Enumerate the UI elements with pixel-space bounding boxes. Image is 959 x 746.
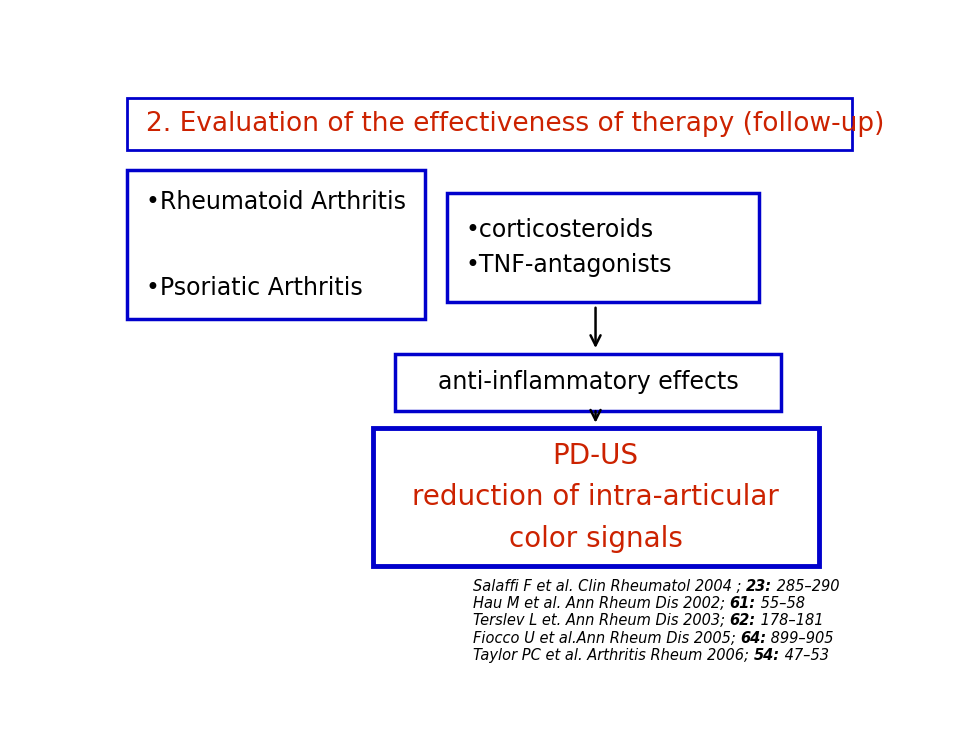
Text: 23:: 23: bbox=[746, 579, 772, 594]
Text: Fiocco U et al.Ann Rheum Dis 2005;: Fiocco U et al.Ann Rheum Dis 2005; bbox=[473, 630, 740, 645]
Text: 285–290: 285–290 bbox=[772, 579, 839, 594]
Text: Taylor PC et al. Arthritis Rheum 2006;: Taylor PC et al. Arthritis Rheum 2006; bbox=[473, 648, 754, 663]
Text: 54:: 54: bbox=[754, 648, 780, 663]
FancyBboxPatch shape bbox=[447, 193, 760, 302]
FancyBboxPatch shape bbox=[128, 170, 425, 319]
Text: anti-inflammatory effects: anti-inflammatory effects bbox=[437, 371, 738, 395]
Text: 899–905: 899–905 bbox=[766, 630, 834, 645]
Text: 47–53: 47–53 bbox=[780, 648, 829, 663]
FancyBboxPatch shape bbox=[372, 428, 818, 566]
Text: 62:: 62: bbox=[730, 613, 756, 628]
Text: •corticosteroids
•TNF-antagonists: •corticosteroids •TNF-antagonists bbox=[465, 218, 672, 278]
Text: PD-US
reduction of intra-articular
color signals: PD-US reduction of intra-articular color… bbox=[412, 442, 779, 553]
Text: •Rheumatoid Arthritis

•Psoriatic Arthritis: •Rheumatoid Arthritis •Psoriatic Arthrit… bbox=[146, 189, 406, 300]
FancyBboxPatch shape bbox=[128, 98, 852, 150]
Text: 178–181: 178–181 bbox=[756, 613, 823, 628]
Text: Salaffi F et al. Clin Rheumatol 2004 ;: Salaffi F et al. Clin Rheumatol 2004 ; bbox=[473, 579, 746, 594]
Text: 64:: 64: bbox=[740, 630, 766, 645]
FancyBboxPatch shape bbox=[395, 354, 782, 411]
Text: 55–58: 55–58 bbox=[756, 596, 805, 611]
Text: Terslev L et. Ann Rheum Dis 2003;: Terslev L et. Ann Rheum Dis 2003; bbox=[473, 613, 730, 628]
Text: 2. Evaluation of the effectiveness of therapy (follow-up): 2. Evaluation of the effectiveness of th… bbox=[146, 111, 884, 137]
Text: 61:: 61: bbox=[730, 596, 756, 611]
Text: Hau M et al. Ann Rheum Dis 2002;: Hau M et al. Ann Rheum Dis 2002; bbox=[473, 596, 730, 611]
